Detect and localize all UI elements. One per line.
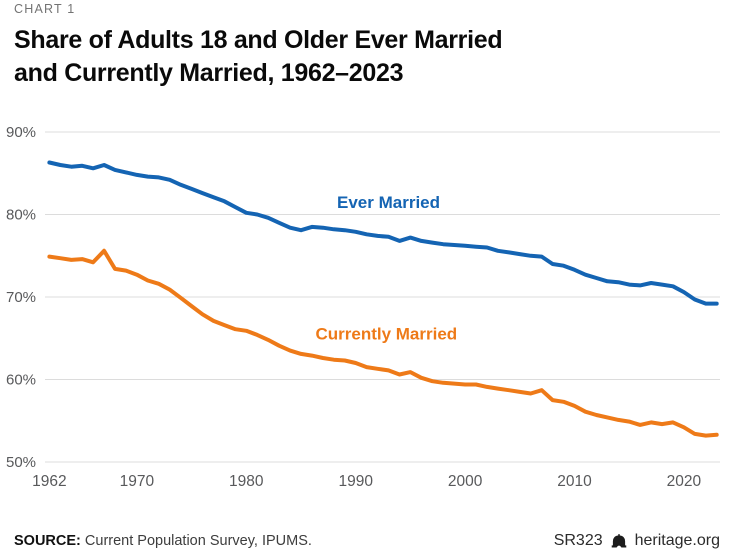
chart-kicker: CHART 1 bbox=[14, 2, 76, 16]
ever-married-line bbox=[47, 160, 719, 306]
x-axis-tick-label: 1970 bbox=[120, 473, 155, 490]
source-text: Current Population Survey, IPUMS. bbox=[80, 533, 312, 549]
currently-married-label: Currently Married bbox=[315, 324, 457, 343]
y-axis-tick-label: 80% bbox=[6, 207, 36, 224]
site-link[interactable]: heritage.org bbox=[634, 532, 720, 549]
footer: SOURCE: Current Population Survey, IPUMS… bbox=[14, 532, 720, 550]
page-title: Share of Adults 18 and Older Ever Marrie… bbox=[14, 24, 503, 90]
chart-canvas: 90% 80% 70% 60% 50% 1962 1970 1980 1990 2000 2010 2… bbox=[6, 124, 720, 490]
liberty-bell-icon bbox=[611, 534, 626, 548]
report-id: SR323 bbox=[553, 532, 603, 549]
title-line-2: and Currently Married, 1962–2023 bbox=[14, 59, 404, 87]
x-axis-tick-label: 2000 bbox=[448, 473, 483, 490]
x-axis-tick-label: 2010 bbox=[557, 473, 592, 490]
y-axis-tick-label: 50% bbox=[6, 454, 36, 471]
x-axis-tick-label: 1980 bbox=[229, 473, 264, 490]
x-axis-tick-label: 1990 bbox=[338, 473, 373, 490]
y-axis-tick-label: 90% bbox=[6, 124, 36, 141]
ever-married-label: Ever Married bbox=[337, 193, 440, 212]
source-label: SOURCE: bbox=[14, 533, 81, 549]
x-axis-tick-label: 2020 bbox=[667, 473, 702, 490]
source-note: SOURCE: Current Population Survey, IPUMS… bbox=[14, 533, 312, 549]
y-axis-tick-label: 70% bbox=[6, 289, 36, 306]
x-axis-tick-label: 1962 bbox=[32, 473, 66, 490]
line-chart: 90% 80% 70% 60% 50% 1962 1970 1980 1990 2000 2010 2… bbox=[0, 120, 734, 500]
title-line-1: Share of Adults 18 and Older Ever Marrie… bbox=[14, 26, 503, 54]
currently-married-line bbox=[47, 248, 719, 438]
brand-block: SR323 heritage.org bbox=[554, 532, 720, 550]
y-axis-tick-label: 60% bbox=[6, 372, 36, 389]
